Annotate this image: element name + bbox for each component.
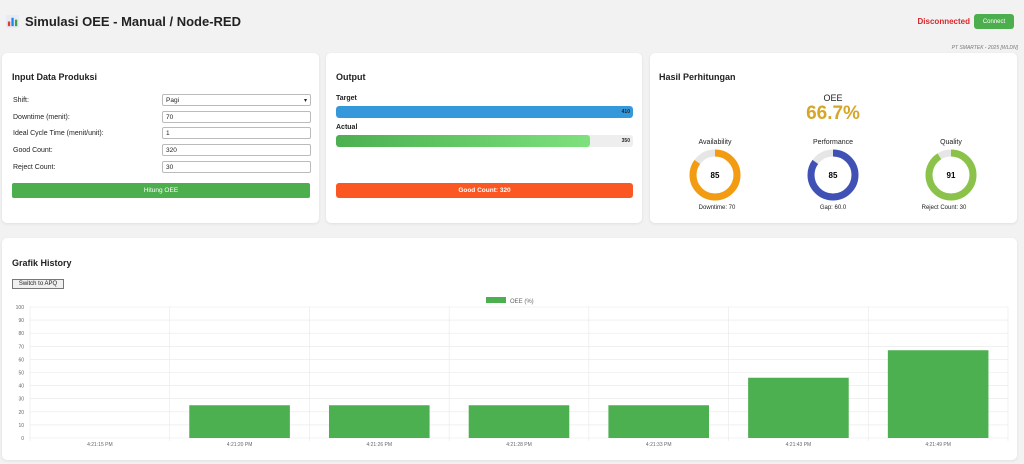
downtime-row: Downtime (menit): 70 <box>13 111 311 123</box>
page-title-text: Simulasi OEE - Manual / Node-RED <box>25 14 241 29</box>
input-card-title: Input Data Produksi <box>12 72 98 82</box>
quality-title: Quality <box>940 139 962 146</box>
hitung-oee-button[interactable]: Hitung OEE <box>12 183 310 198</box>
x-tick-label: 4:21:28 PM <box>506 442 532 448</box>
oee-label: OEE <box>823 93 843 103</box>
shift-label: Shift: <box>13 96 29 104</box>
reject-count-input[interactable]: 30 <box>162 161 311 173</box>
shift-select[interactable]: Pagi ▾ <box>162 94 311 106</box>
availability-title: Availability <box>698 139 732 146</box>
gauge-arc <box>925 149 977 201</box>
y-tick-label: 100 <box>16 305 25 311</box>
quality-gauge: 91 <box>925 149 977 201</box>
target-label: Target <box>336 95 357 102</box>
bar <box>328 405 430 438</box>
y-tick-label: 50 <box>18 371 24 377</box>
actual-bar: 350 <box>336 135 633 147</box>
connection-status: Disconnected <box>917 17 970 26</box>
switch-apq-button[interactable]: Switch to APQ <box>12 279 64 289</box>
target-bar: 410 <box>336 106 633 118</box>
actual-value: 350 <box>621 138 630 144</box>
hasil-card-title: Hasil Perhitungan <box>659 72 736 82</box>
actual-label: Actual <box>336 124 358 131</box>
y-tick-label: 40 <box>18 384 24 390</box>
bar <box>468 405 570 438</box>
target-value: 410 <box>621 109 630 115</box>
x-tick-label: 4:21:15 PM <box>87 442 113 448</box>
gauge-value: 85 <box>711 171 720 180</box>
target-bar-fill <box>336 106 633 118</box>
quality-sub: Reject Count: 30 <box>921 205 967 211</box>
output-card-title: Output <box>336 72 366 82</box>
history-card-title: Grafik History <box>12 258 72 268</box>
history-chart: OEE (%) 0 10 20 30 40 50 60 70 80 90 100 4:21:15 PM 4… <box>16 297 1009 448</box>
gauge-arc <box>689 149 741 201</box>
oee-value: 66.7% <box>806 103 860 124</box>
good-count-label: Good Count: <box>13 146 53 154</box>
x-tick-label: 4:21:33 PM <box>646 442 672 448</box>
good-count-banner: Good Count: 320 <box>336 183 633 198</box>
performance-title: Performance <box>812 139 854 146</box>
downtime-input[interactable]: 70 <box>162 111 311 123</box>
y-tick-label: 90 <box>18 318 24 324</box>
y-tick-label: 0 <box>21 436 24 442</box>
performance-sub: Gap: 60.0 <box>819 205 847 211</box>
gauge-value: 91 <box>947 171 956 180</box>
y-tick-label: 70 <box>18 344 24 350</box>
y-tick-label: 60 <box>18 357 24 363</box>
actual-bar-fill <box>336 135 590 147</box>
reject-count-row: Reject Count: 30 <box>13 161 311 173</box>
performance-gauge: 85 <box>807 149 859 201</box>
y-tick-label: 10 <box>18 423 24 429</box>
gauge-value: 85 <box>829 171 838 180</box>
availability-gauge: 85 <box>689 149 741 201</box>
bar <box>189 405 290 438</box>
shift-value: Pagi <box>166 96 180 104</box>
cycle-time-input[interactable]: 1 <box>162 127 311 139</box>
reject-count-label: Reject Count: <box>13 163 56 171</box>
downtime-label: Downtime (menit): <box>13 113 70 121</box>
bar <box>748 377 849 438</box>
y-tick-label: 20 <box>18 410 24 416</box>
chevron-down-icon: ▾ <box>303 98 307 104</box>
legend-swatch <box>486 297 506 303</box>
connect-button[interactable]: Connect <box>974 14 1014 29</box>
x-tick-label: 4:21:20 PM <box>227 442 253 448</box>
page-title: Simulasi OEE - Manual / Node-RED <box>6 14 241 29</box>
x-tick-label: 4:21:26 PM <box>366 442 392 448</box>
bar-chart-icon <box>6 15 19 28</box>
availability-sub: Downtime: 70 <box>698 205 736 211</box>
bar <box>887 350 989 438</box>
cycle-time-row: Ideal Cycle Time (menit/unit): 1 <box>13 127 311 139</box>
y-tick-label: 80 <box>18 331 24 337</box>
header: Simulasi OEE - Manual / Node-RED Disconn… <box>0 0 1024 44</box>
good-count-row: Good Count: 320 <box>13 144 311 156</box>
shift-row: Shift: Pagi ▾ <box>13 94 311 106</box>
y-tick-label: 30 <box>18 397 24 403</box>
good-count-input[interactable]: 320 <box>162 144 311 156</box>
legend-label: OEE (%) <box>510 299 534 305</box>
cycle-time-label: Ideal Cycle Time (menit/unit): <box>13 129 104 137</box>
x-tick-label: 4:21:49 PM <box>925 442 951 448</box>
x-tick-label: 4:21:43 PM <box>786 442 812 448</box>
bar <box>608 405 710 438</box>
input-card: Input Data Produksi Shift: Pagi ▾ Downti… <box>2 53 319 223</box>
gauge-arc <box>807 149 859 201</box>
credit-text: PT SMARTEK - 2025 [WLDN] <box>951 45 1018 51</box>
